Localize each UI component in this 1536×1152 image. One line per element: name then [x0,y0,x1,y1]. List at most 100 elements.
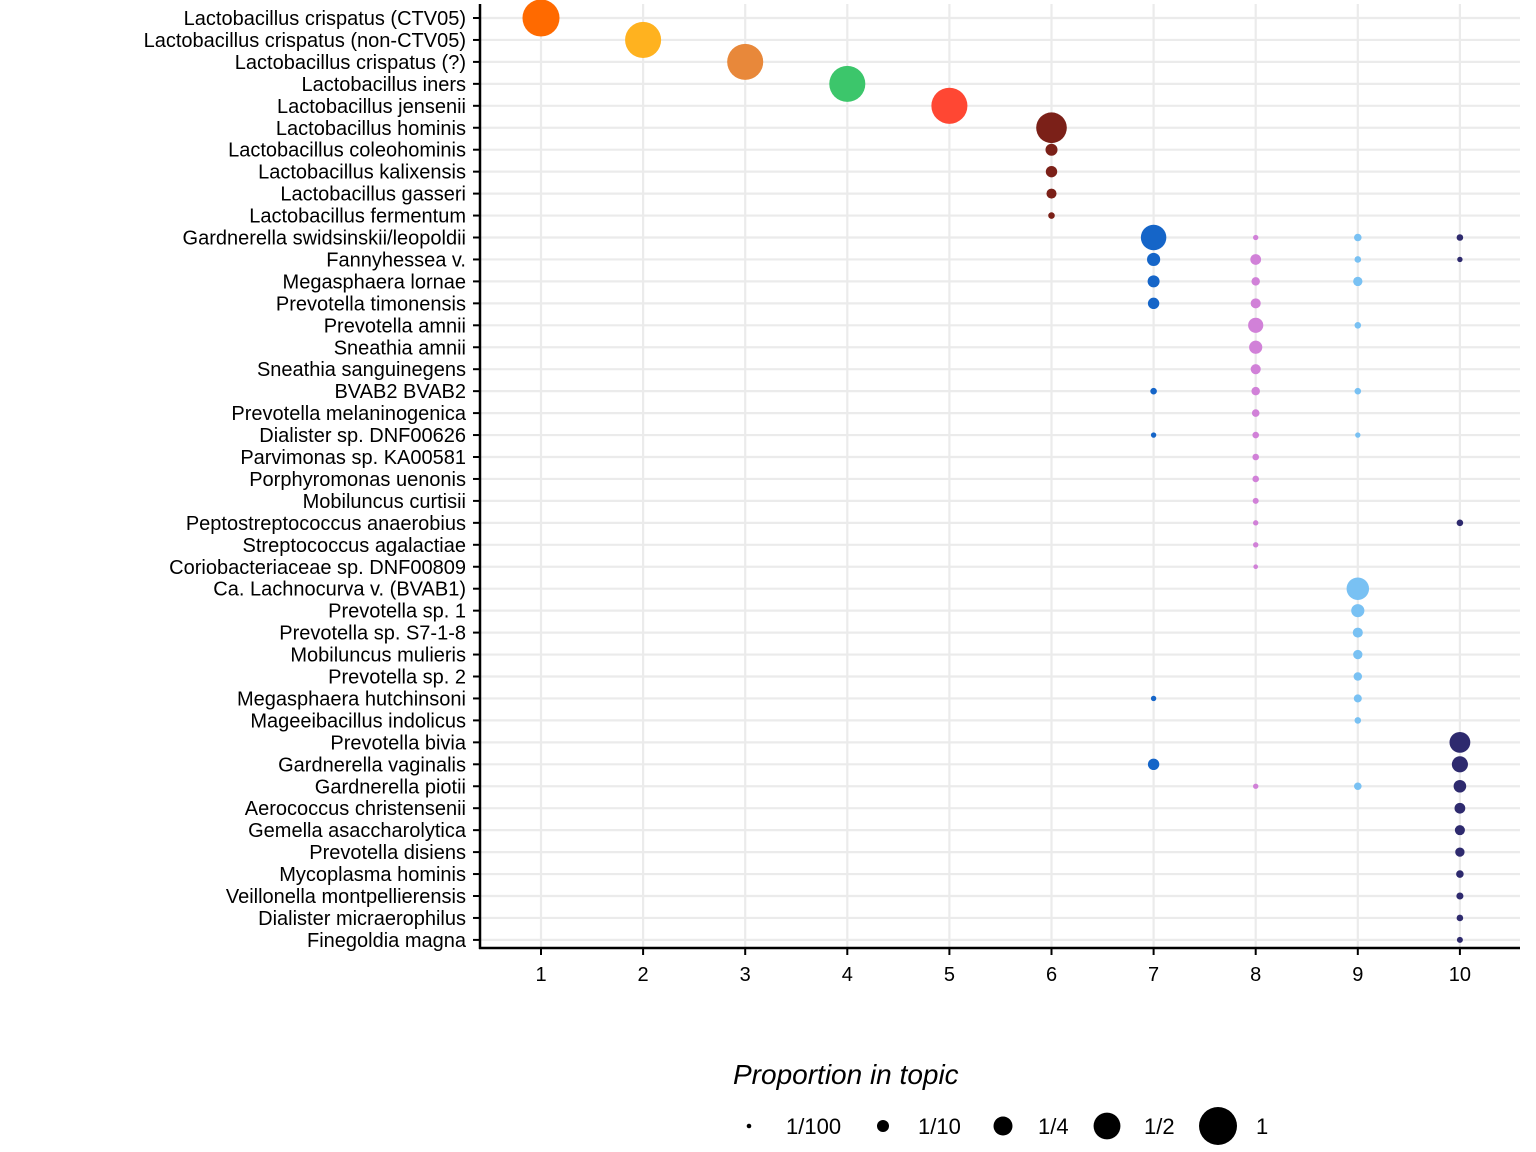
y-tick-labels: Lactobacillus crispatus (CTV05)Lactobaci… [144,8,467,952]
y-tick-label: Ca. Lachnocurva v. (BVAB1) [213,579,466,601]
x-tick-label: 7 [1148,964,1159,986]
data-point [1253,564,1259,570]
y-tick-label: Prevotella bivia [330,732,467,754]
data-point [1352,627,1363,638]
data-point [1346,577,1370,600]
legend-title: Proportion in topic [733,1059,959,1090]
data-point [1140,224,1167,251]
x-tick-label: 8 [1250,964,1261,986]
data-point [1253,520,1259,526]
legend-key-circle [1093,1112,1121,1140]
y-tick-label: Sneathia amnii [334,337,466,359]
data-point [1251,409,1260,417]
y-tick-label: Mobiluncus mulieris [290,645,466,667]
y-tick-label: Peptostreptococcus anaerobius [186,513,466,535]
data-point [1150,432,1157,438]
legend-label: 1 [1256,1114,1268,1139]
x-tick-label: 3 [740,964,751,986]
data-point [1353,649,1363,660]
y-tick-label: Lactobacillus coleohominis [228,140,466,162]
legend-label: 1/2 [1144,1114,1175,1139]
y-tick-label: Megasphaera lornae [283,271,466,293]
x-tick-label: 2 [638,964,649,986]
data-point [1147,758,1160,770]
data-point [1252,453,1259,461]
data-point [522,0,560,37]
data-point [1147,297,1160,310]
y-tick-label: Prevotella sp. 2 [328,667,466,689]
data-point [1353,672,1363,681]
data-point [625,21,662,58]
y-tick-label: Prevotella amnii [324,315,466,337]
data-point [1147,252,1161,267]
data-point [1253,234,1259,241]
y-tick-label: Lactobacillus jensenii [277,96,466,118]
y-tick-label: Prevotella melaninogenica [231,403,466,425]
data-point [1355,432,1361,438]
y-tick-label: Lactobacillus fermentum [249,206,466,228]
data-point [1045,165,1058,178]
y-tick-label: Mycoplasma hominis [279,864,466,886]
data-point [1248,317,1264,333]
data-point [1353,694,1362,703]
data-point [1456,914,1464,922]
data-point [1456,519,1464,527]
y-tick-label: Porphyromonas uenonis [249,469,466,491]
data-point [1354,233,1362,242]
data-point [1354,717,1362,724]
y-tick-label: Sneathia sanguinegens [257,359,466,381]
y-tick-label: Aerococcus christensenii [245,798,466,820]
y-tick-label: Lactobacillus iners [301,74,466,96]
data-point [1456,936,1463,943]
data-point [829,65,866,102]
data-point [1249,340,1263,354]
data-point [1147,275,1160,288]
data-point [1456,234,1464,241]
data-point [1451,756,1468,773]
grid-lines [480,4,1520,948]
x-tick-label: 4 [842,964,853,986]
y-tick-label: Prevotella disiens [309,842,466,864]
y-tick-label: Streptococcus agalactiae [243,535,466,557]
data-point [1453,779,1467,793]
y-tick-label: Gardnerella piotii [315,776,466,798]
data-point [1253,542,1259,548]
y-tick-label: Prevotella timonensis [276,293,466,315]
y-tick-label: Fannyhessea v. [326,249,466,271]
x-tick-label: 6 [1046,964,1057,986]
data-point [1036,112,1067,144]
y-tick-label: Lactobacillus hominis [276,118,466,140]
legend-label: 1/10 [918,1114,961,1139]
data-point [1045,143,1058,156]
data-point [1354,256,1362,263]
y-tick-label: Lactobacillus crispatus (non-CTV05) [144,30,466,52]
y-tick-label: Megasphaera hutchinsoni [237,688,466,710]
legend-label: 1/100 [786,1114,841,1139]
data-point [1354,387,1362,395]
x-tick-label: 1 [535,964,546,986]
data-point [1449,731,1471,753]
y-tick-label: Lactobacillus crispatus (?) [235,52,466,74]
y-tick-label: Dialister micraerophilus [258,908,466,930]
data-point [1251,386,1260,396]
y-tick-label: BVAB2 BVAB2 [334,381,466,403]
x-tick-label: 9 [1352,964,1363,986]
legend-key-circle [993,1116,1013,1136]
data-point [1455,847,1465,857]
y-tick-label: Coriobacteriaceae sp. DNF00809 [169,557,466,579]
legend-label: 1/4 [1038,1114,1069,1139]
x-tick-label: 5 [944,964,955,986]
data-point [1252,475,1259,483]
size-legend: Proportion in topic 1/100 1/10 1/4 1/2 1 [733,1059,1268,1145]
data-point [1253,783,1259,789]
y-tick-label: Lactobacillus kalixensis [258,162,466,184]
y-tick-label: Finegoldia magna [307,930,467,952]
y-tick-label: Lactobacillus crispatus (CTV05) [184,8,466,30]
data-point [727,43,764,80]
legend-key-circle [1199,1107,1237,1145]
data-point [1250,364,1261,375]
data-point [1048,212,1055,219]
data-point [1150,387,1157,395]
data-point [1456,892,1464,900]
